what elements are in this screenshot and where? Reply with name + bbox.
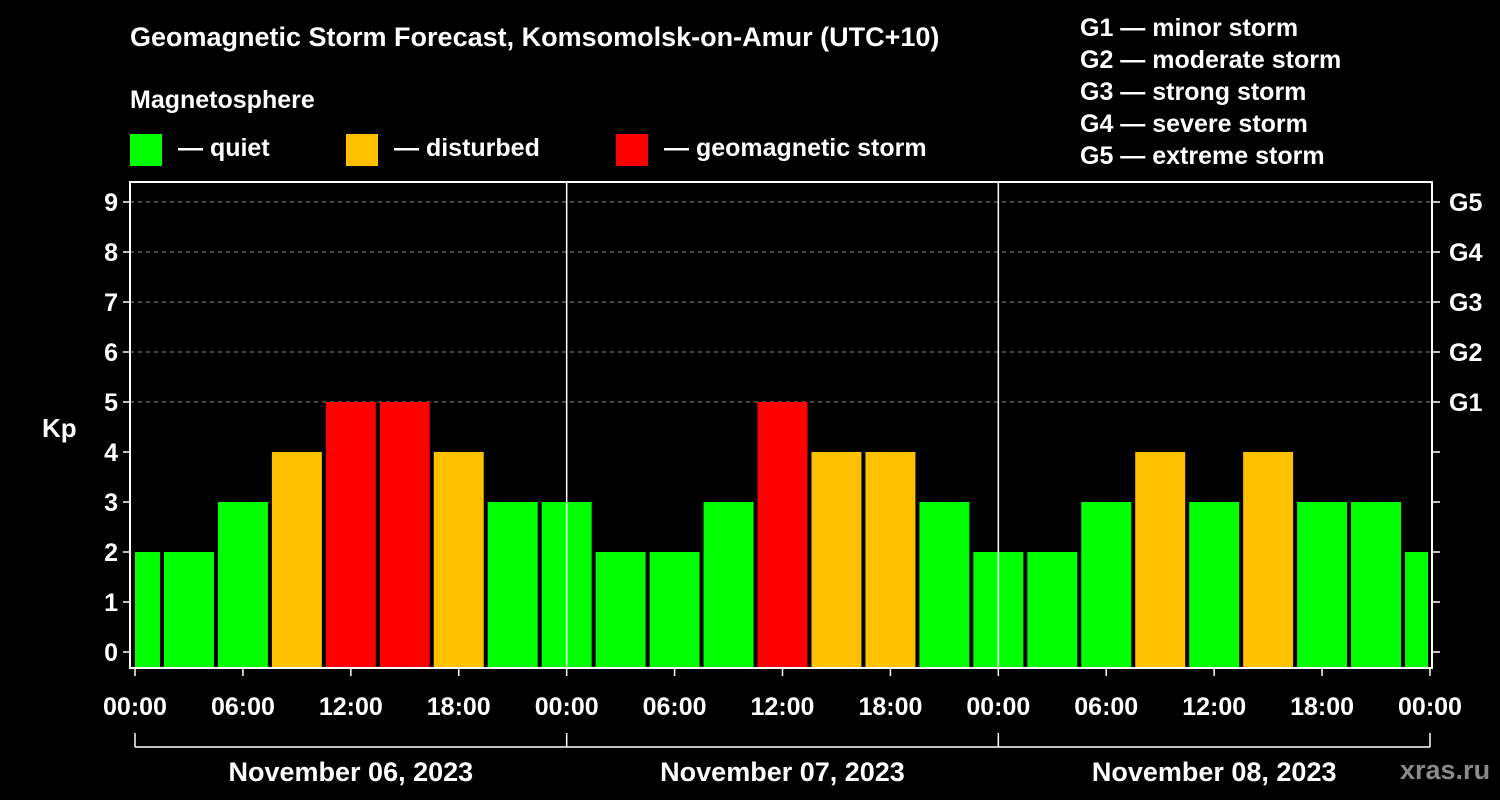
kp-bar bbox=[595, 552, 646, 668]
legend-label-disturbed: — disturbed bbox=[394, 134, 540, 162]
kp-bar bbox=[1351, 502, 1402, 668]
y-tick-label: 9 bbox=[104, 189, 118, 217]
kp-bar bbox=[271, 452, 322, 668]
y-tick-label: 0 bbox=[104, 639, 118, 667]
x-tick-label: 18:00 bbox=[427, 693, 491, 721]
kp-bar bbox=[1135, 452, 1186, 668]
g-scale-g5: G5 — extreme storm bbox=[1080, 142, 1325, 170]
chart-subtitle: Magnetosphere bbox=[130, 86, 315, 114]
day-label: November 08, 2023 bbox=[1092, 757, 1337, 787]
legend-label-quiet: — quiet bbox=[178, 134, 270, 162]
y-tick-label: 6 bbox=[104, 339, 118, 367]
x-tick-label: 00:00 bbox=[103, 693, 167, 721]
kp-bar bbox=[379, 402, 430, 668]
kp-bar bbox=[649, 552, 700, 668]
x-tick-label: 18:00 bbox=[858, 693, 922, 721]
g-scale-g4: G4 — severe storm bbox=[1080, 110, 1308, 138]
kp-bar bbox=[135, 552, 160, 668]
kp-bar bbox=[1081, 502, 1132, 668]
kp-bar bbox=[163, 552, 214, 668]
kp-bar bbox=[1297, 502, 1348, 668]
x-tick-label: 12:00 bbox=[319, 693, 383, 721]
x-tick-label: 18:00 bbox=[1290, 693, 1354, 721]
day-label: November 06, 2023 bbox=[229, 757, 474, 787]
legend-swatch-storm bbox=[616, 134, 648, 166]
day-label: November 07, 2023 bbox=[660, 757, 905, 787]
x-tick-label: 12:00 bbox=[751, 693, 815, 721]
g-scale-g1: G1 — minor storm bbox=[1080, 14, 1299, 42]
kp-bar bbox=[1405, 552, 1428, 668]
kp-bar bbox=[217, 502, 268, 668]
y-tick-label: 7 bbox=[104, 289, 118, 317]
x-tick-label: 12:00 bbox=[1182, 693, 1246, 721]
y-tick-label: 8 bbox=[104, 239, 118, 267]
y-tick-label: 5 bbox=[104, 389, 118, 417]
x-tick-label: 00:00 bbox=[535, 693, 599, 721]
legend-swatch-quiet bbox=[130, 134, 162, 166]
x-tick-label: 06:00 bbox=[1074, 693, 1138, 721]
kp-bar bbox=[433, 452, 484, 668]
y-tick-label: 1 bbox=[104, 589, 118, 617]
kp-bar bbox=[1243, 452, 1294, 668]
kp-bar bbox=[487, 502, 538, 668]
g-level-label: G5 bbox=[1449, 189, 1482, 217]
x-tick-label: 00:00 bbox=[1398, 693, 1462, 721]
g-level-label: G2 bbox=[1449, 339, 1482, 367]
kp-bar bbox=[811, 452, 862, 668]
g-level-label: G1 bbox=[1449, 389, 1482, 417]
g-scale-g3: G3 — strong storm bbox=[1080, 78, 1307, 106]
y-tick-label: 3 bbox=[104, 489, 118, 517]
kp-bar bbox=[325, 402, 376, 668]
chart-title: Geomagnetic Storm Forecast, Komsomolsk-o… bbox=[130, 22, 940, 52]
y-axis-title: Kp bbox=[42, 413, 77, 443]
g-level-label: G4 bbox=[1449, 239, 1482, 267]
legend-label-storm: — geomagnetic storm bbox=[664, 134, 927, 162]
x-tick-label: 00:00 bbox=[966, 693, 1030, 721]
g-level-label: G3 bbox=[1449, 289, 1482, 317]
kp-bar bbox=[757, 402, 808, 668]
kp-bar bbox=[1027, 552, 1078, 668]
kp-bar bbox=[703, 502, 754, 668]
y-tick-label: 4 bbox=[104, 439, 118, 467]
g-scale-g2: G2 — moderate storm bbox=[1080, 46, 1342, 74]
kp-bar bbox=[1189, 502, 1240, 668]
watermark: xras.ru bbox=[1400, 755, 1491, 785]
legend-swatch-disturbed bbox=[346, 134, 378, 166]
plot-frame bbox=[129, 181, 1433, 669]
y-tick-label: 2 bbox=[104, 539, 118, 567]
x-tick-label: 06:00 bbox=[211, 693, 275, 721]
x-tick-label: 06:00 bbox=[643, 693, 707, 721]
kp-bar bbox=[865, 452, 916, 668]
kp-bar bbox=[919, 502, 970, 668]
